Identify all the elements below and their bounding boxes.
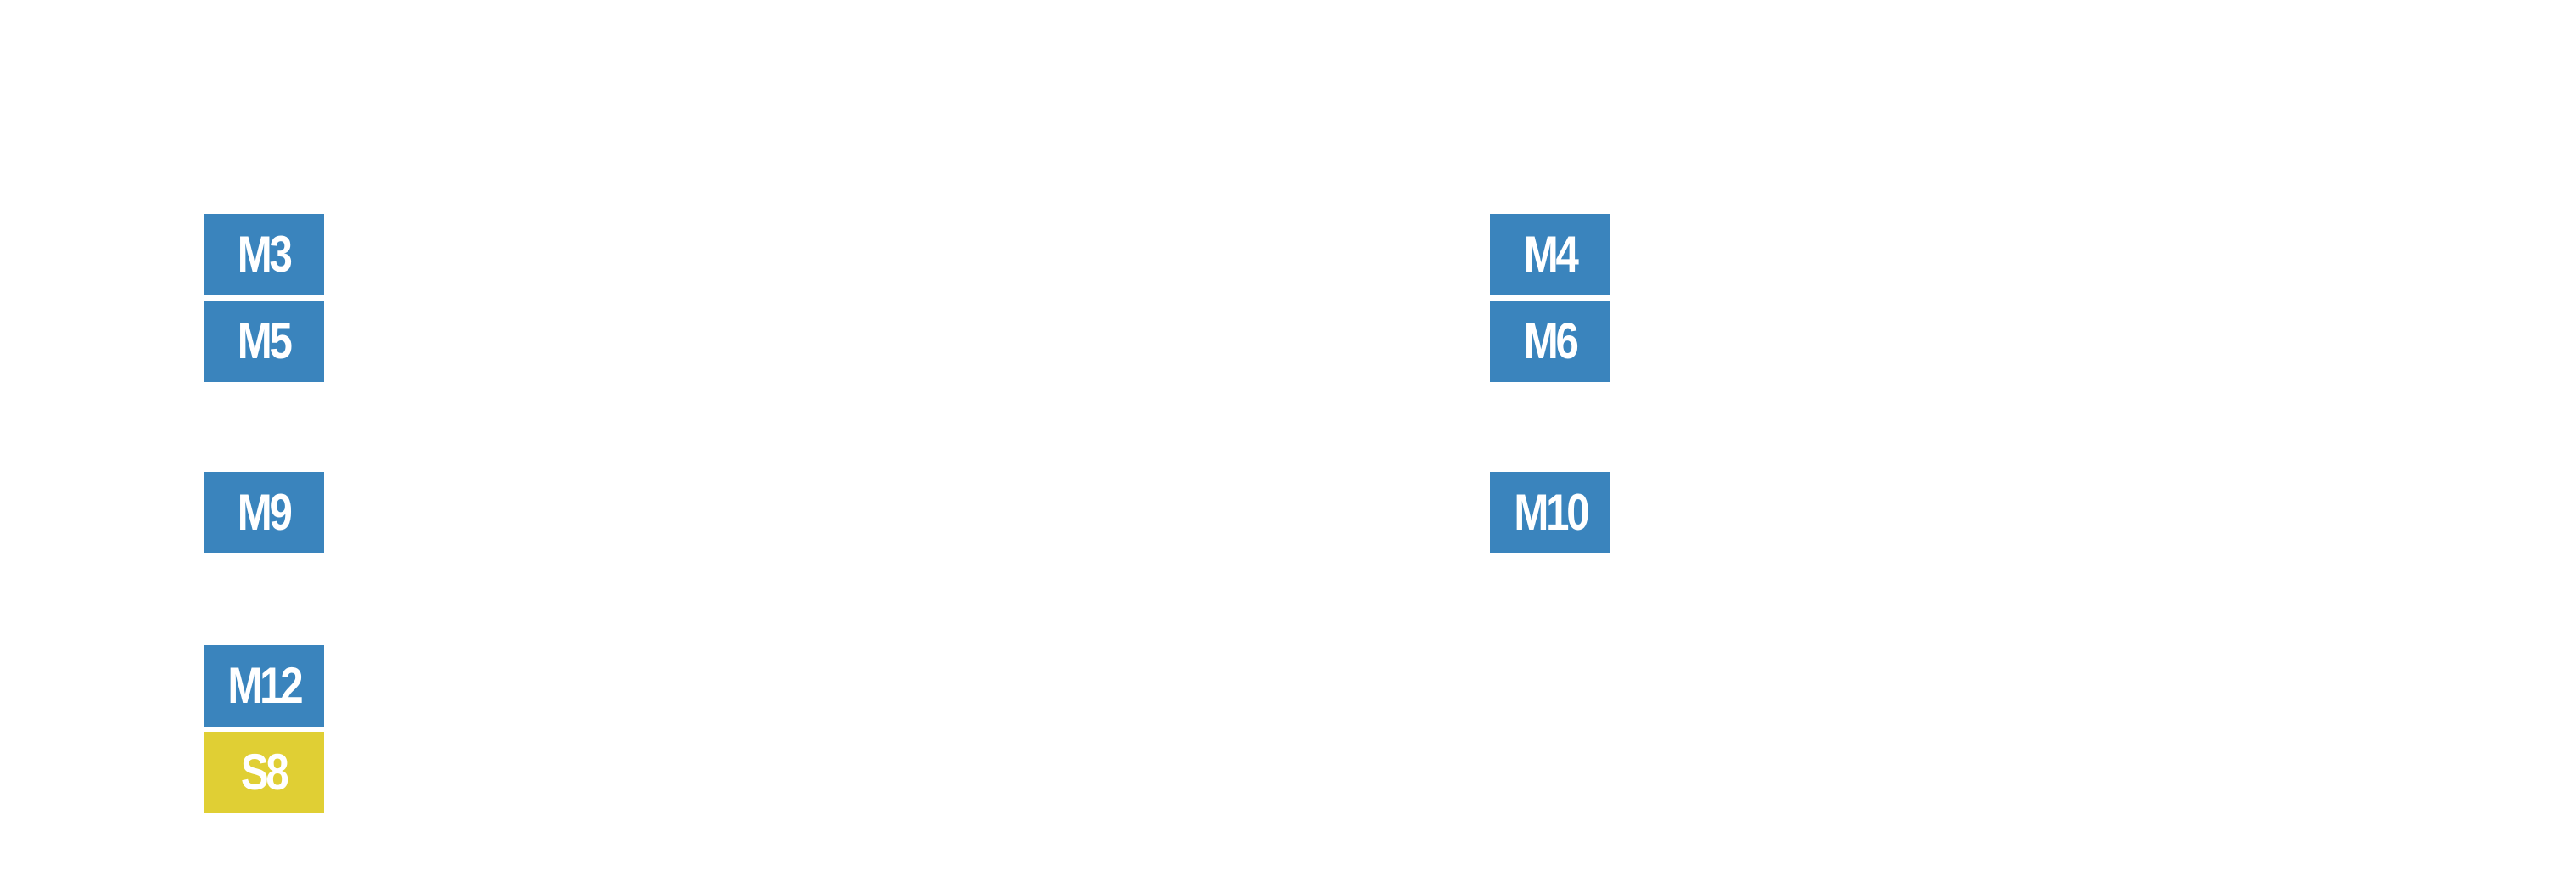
tile-m10[interactable]: M10 <box>1490 472 1610 553</box>
tile-label: M5 <box>238 312 293 369</box>
tile-label: M4 <box>1524 226 1579 283</box>
tile-label: M12 <box>227 657 303 714</box>
tile-m6[interactable]: M6 <box>1490 301 1610 382</box>
tile-m5[interactable]: M5 <box>204 301 324 382</box>
tile-m3[interactable]: M3 <box>204 214 324 295</box>
tile-label: M9 <box>238 484 293 541</box>
tile-m12[interactable]: M12 <box>204 645 324 727</box>
tile-s8[interactable]: S8 <box>204 732 324 813</box>
tile-label: M6 <box>1524 312 1579 369</box>
tile-m9[interactable]: M9 <box>204 472 324 553</box>
tile-label: S8 <box>241 744 289 801</box>
tile-label: M10 <box>1514 484 1589 541</box>
tile-m4[interactable]: M4 <box>1490 214 1610 295</box>
tile-label: M3 <box>238 226 293 283</box>
